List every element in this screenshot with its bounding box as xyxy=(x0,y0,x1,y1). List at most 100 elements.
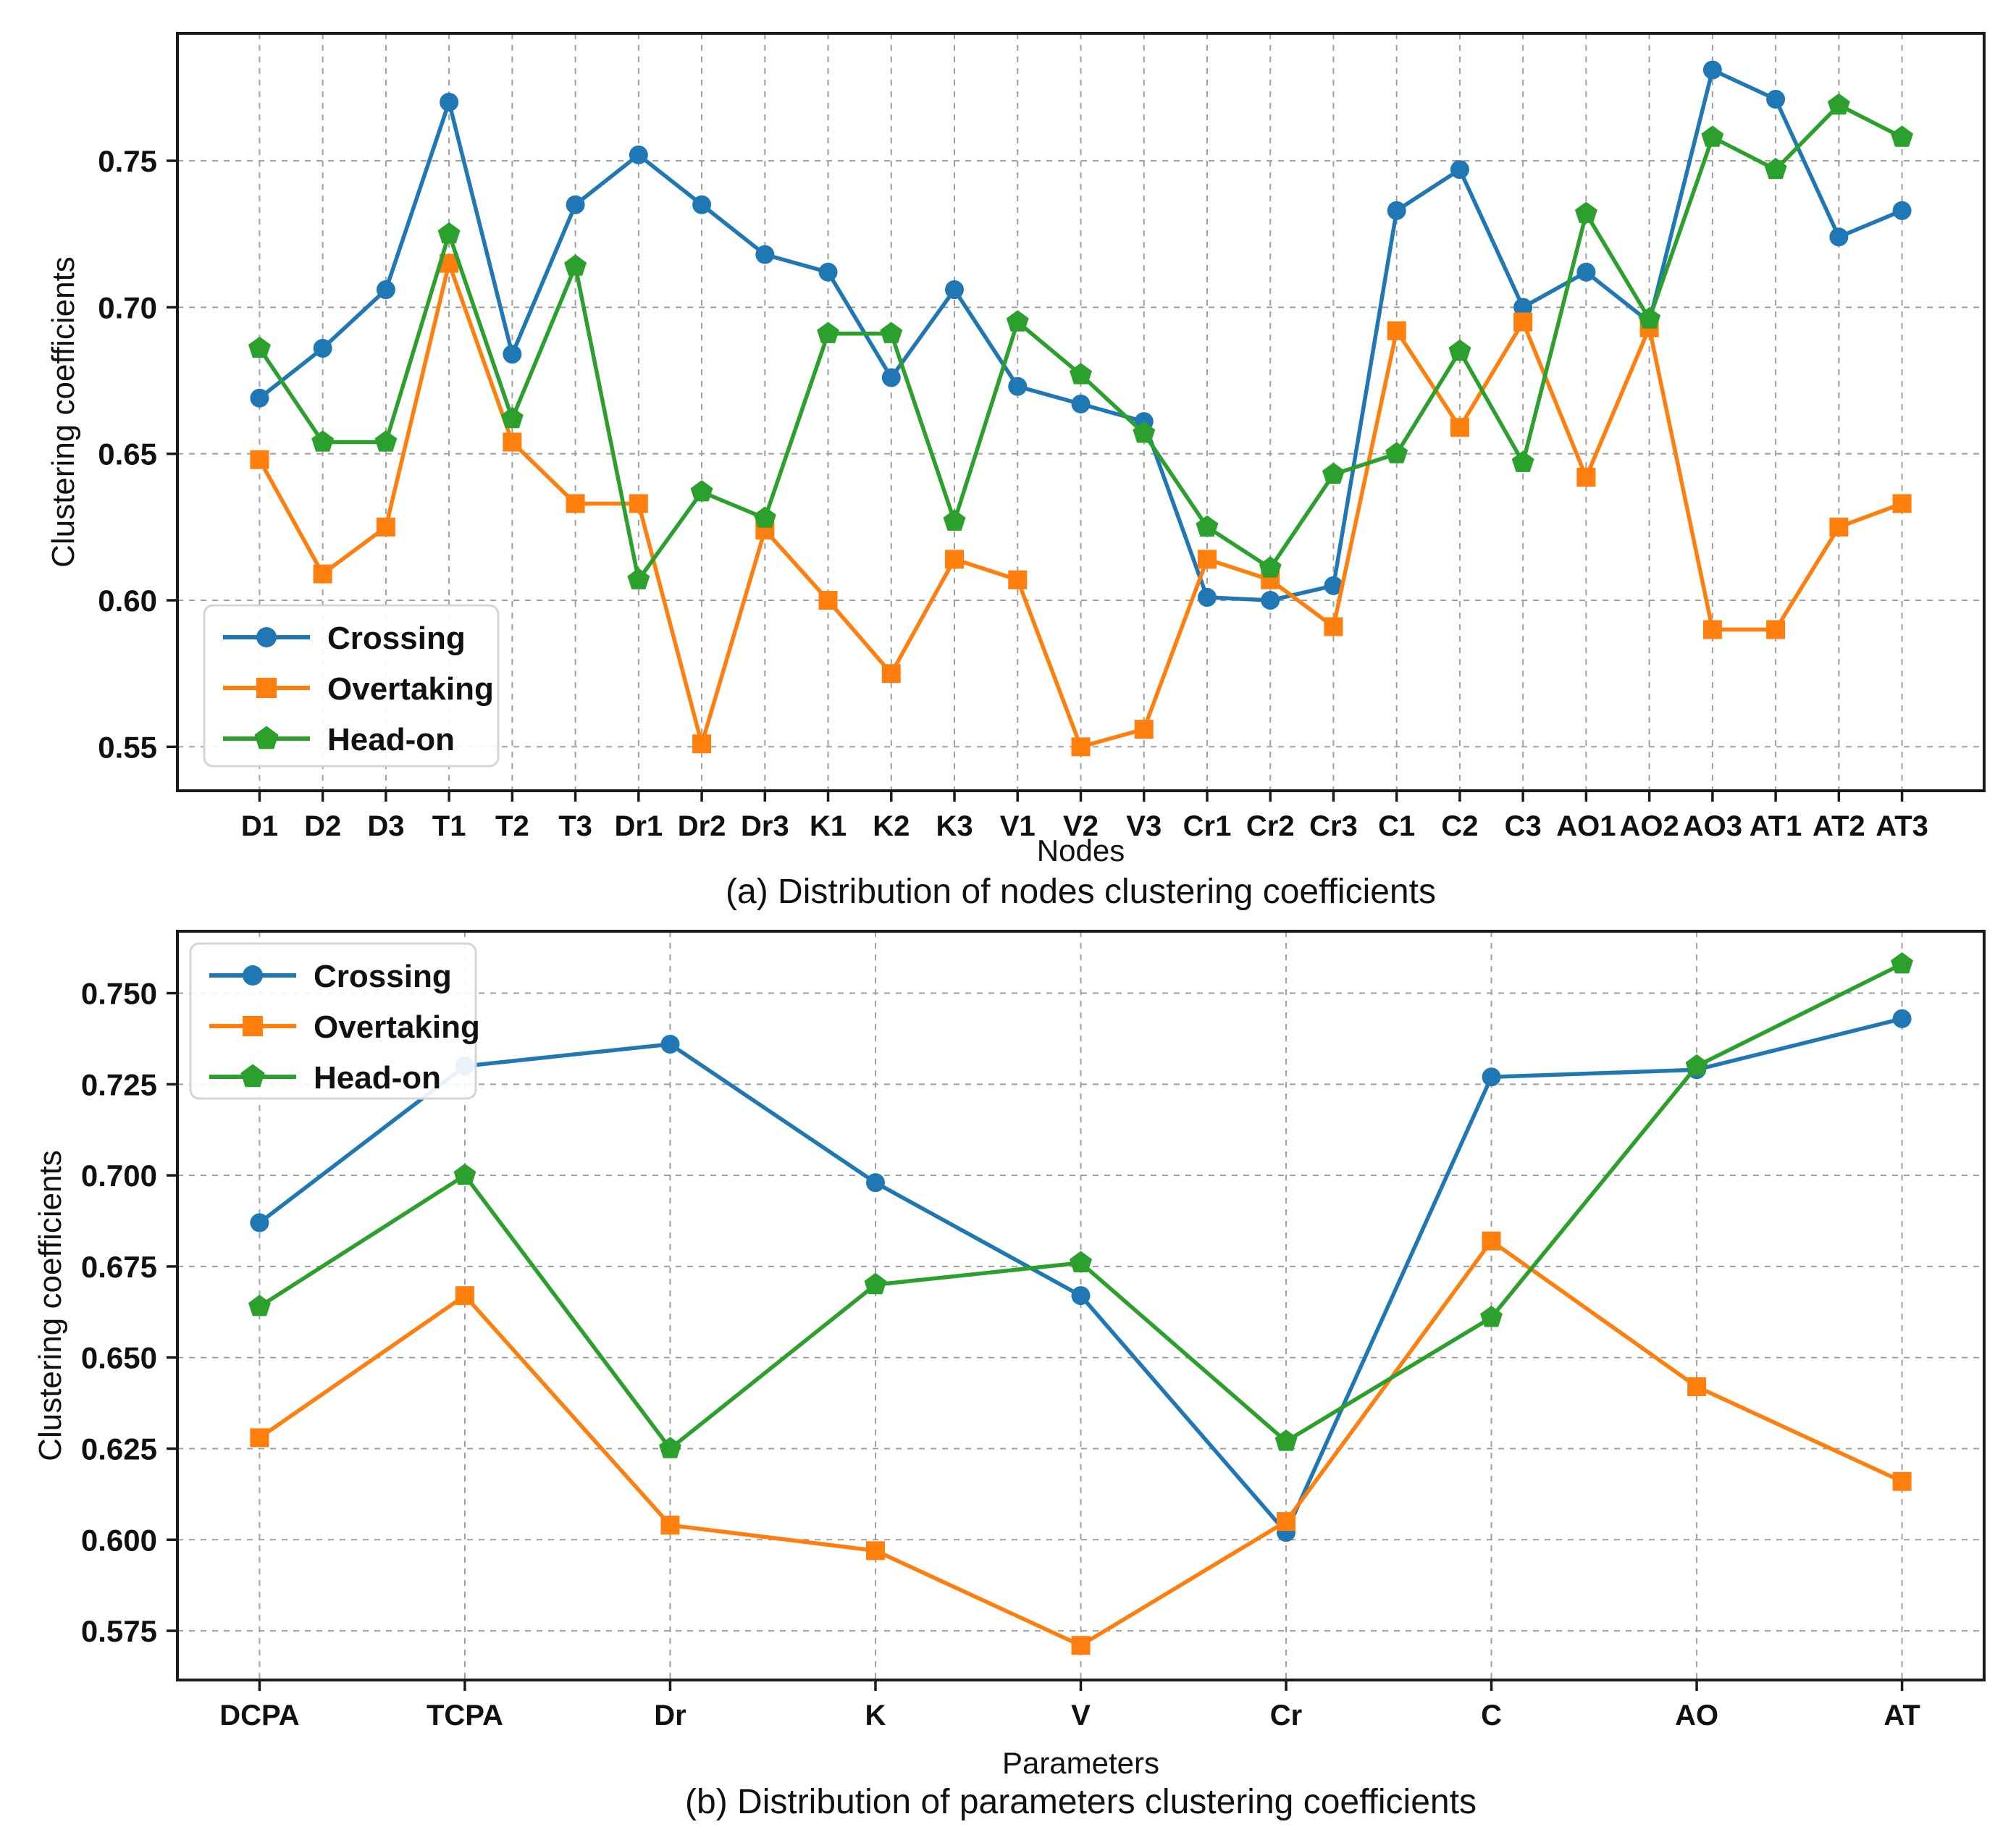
y-tick-label: 0.625 xyxy=(81,1432,157,1466)
x-tick-label: D1 xyxy=(241,810,278,842)
data-point-marker xyxy=(1008,377,1028,396)
data-point-marker xyxy=(880,322,903,343)
chart-caption: (b) Distribution of parameters clusterin… xyxy=(685,1783,1477,1821)
data-point-marker xyxy=(1482,1231,1501,1251)
data-point-marker xyxy=(1133,421,1156,443)
data-point-marker xyxy=(254,726,279,749)
series-head-on xyxy=(248,952,1913,1458)
data-point-marker xyxy=(1892,201,1912,220)
data-point-marker xyxy=(659,1437,681,1458)
y-axis-label: Clustering coefficients xyxy=(46,256,81,568)
data-point-marker xyxy=(1766,620,1786,639)
data-point-marker xyxy=(1891,952,1913,974)
data-point-marker xyxy=(1892,494,1912,513)
x-tick-label: Cr3 xyxy=(1309,810,1358,842)
data-point-marker xyxy=(503,345,522,364)
data-point-marker xyxy=(865,1541,885,1561)
data-point-marker xyxy=(248,1295,271,1316)
x-tick-label: C xyxy=(1481,1700,1502,1731)
data-point-marker xyxy=(1576,262,1596,282)
data-point-marker xyxy=(945,280,965,300)
data-point-marker xyxy=(1513,298,1533,317)
data-point-marker xyxy=(1385,442,1408,463)
data-point-marker xyxy=(1480,1306,1503,1327)
y-tick-label: 0.650 xyxy=(81,1341,157,1375)
data-point-marker xyxy=(1482,1067,1501,1087)
data-point-marker xyxy=(250,388,269,408)
data-point-marker xyxy=(660,1034,680,1054)
data-point-marker xyxy=(1702,60,1722,80)
x-tick-label: K2 xyxy=(873,810,910,842)
data-point-marker xyxy=(250,450,269,469)
data-point-marker xyxy=(1071,737,1091,757)
y-axis-label: Clustering coefficients xyxy=(33,1150,68,1461)
data-point-marker xyxy=(1274,1429,1298,1451)
data-point-marker xyxy=(1387,321,1406,340)
data-point-marker xyxy=(1322,462,1345,484)
x-tick-label: AT2 xyxy=(1813,810,1865,842)
data-point-marker xyxy=(250,1213,269,1232)
x-tick-label: C2 xyxy=(1441,810,1478,842)
data-point-marker xyxy=(376,280,395,300)
data-point-marker xyxy=(1513,312,1533,332)
data-point-marker xyxy=(248,336,271,358)
data-point-marker xyxy=(453,1163,476,1185)
x-tick-label: Cr2 xyxy=(1246,810,1295,842)
data-point-marker xyxy=(1450,418,1469,437)
x-tick-label: D2 xyxy=(304,810,341,842)
data-point-marker xyxy=(945,550,965,569)
legend-box xyxy=(203,604,500,768)
x-tick-label: T3 xyxy=(558,810,592,842)
series-head-on xyxy=(248,93,1913,589)
data-point-marker xyxy=(629,145,648,164)
x-tick-label: Dr1 xyxy=(614,810,663,842)
data-point-marker xyxy=(250,1428,269,1448)
y-tick-label: 0.575 xyxy=(81,1614,157,1648)
x-tick-label: Dr xyxy=(654,1700,686,1731)
data-point-marker xyxy=(1892,1471,1912,1491)
data-point-marker xyxy=(1766,90,1786,109)
data-point-marker xyxy=(1261,590,1280,610)
data-point-marker xyxy=(1764,157,1787,180)
y-tick-label: 0.700 xyxy=(81,1159,157,1193)
x-tick-label: K3 xyxy=(936,810,973,842)
data-point-marker xyxy=(1071,394,1091,413)
data-point-marker xyxy=(1892,1009,1912,1028)
legend-label: Head-on xyxy=(327,722,455,757)
data-point-marker xyxy=(1071,1636,1091,1655)
data-point-marker xyxy=(256,678,277,698)
data-point-marker xyxy=(1891,125,1913,147)
data-point-marker xyxy=(1008,570,1028,589)
x-tick-label: AO2 xyxy=(1620,810,1679,842)
legend-label: Head-on xyxy=(314,1060,441,1096)
data-point-marker xyxy=(311,430,335,452)
data-point-marker xyxy=(243,965,263,986)
data-point-marker xyxy=(503,432,522,452)
y-tick-label: 0.725 xyxy=(81,1067,157,1101)
x-axis-label: Parameters xyxy=(1001,1746,1160,1780)
y-tick-label: 0.600 xyxy=(81,1523,157,1557)
data-point-marker xyxy=(1511,450,1534,472)
x-tick-label: D3 xyxy=(367,810,404,842)
data-point-marker xyxy=(1197,550,1217,569)
legend-label: Overtaking xyxy=(327,671,494,707)
data-point-marker xyxy=(1324,576,1343,595)
nodes-clustering-chart: 0.55 0.60 0.65 0.70 0.75 D1 D2 D3 T1 T2 T3 Dr1 Dr2 Dr… xyxy=(46,32,1986,911)
x-tick-label: AT xyxy=(1883,1700,1920,1731)
data-point-marker xyxy=(1702,620,1722,639)
x-axis-label: Nodes xyxy=(1036,833,1125,868)
x-tick-label: Cr xyxy=(1270,1700,1302,1731)
x-tick-label: AO1 xyxy=(1556,810,1616,842)
x-tick-label: C3 xyxy=(1505,810,1542,842)
chart-caption: (a) Distribution of nodes clustering coe… xyxy=(726,873,1436,911)
data-point-marker xyxy=(376,517,395,537)
data-point-marker xyxy=(881,368,901,387)
data-point-marker xyxy=(818,262,838,282)
data-point-marker xyxy=(943,509,966,531)
data-point-marker xyxy=(1324,617,1343,637)
y-tick-label: 0.65 xyxy=(98,437,157,471)
x-tick-label: Dr3 xyxy=(741,810,789,842)
y-tick-label: 0.60 xyxy=(98,584,157,618)
x-tick-label: T1 xyxy=(432,810,466,842)
data-point-marker xyxy=(1701,125,1724,147)
